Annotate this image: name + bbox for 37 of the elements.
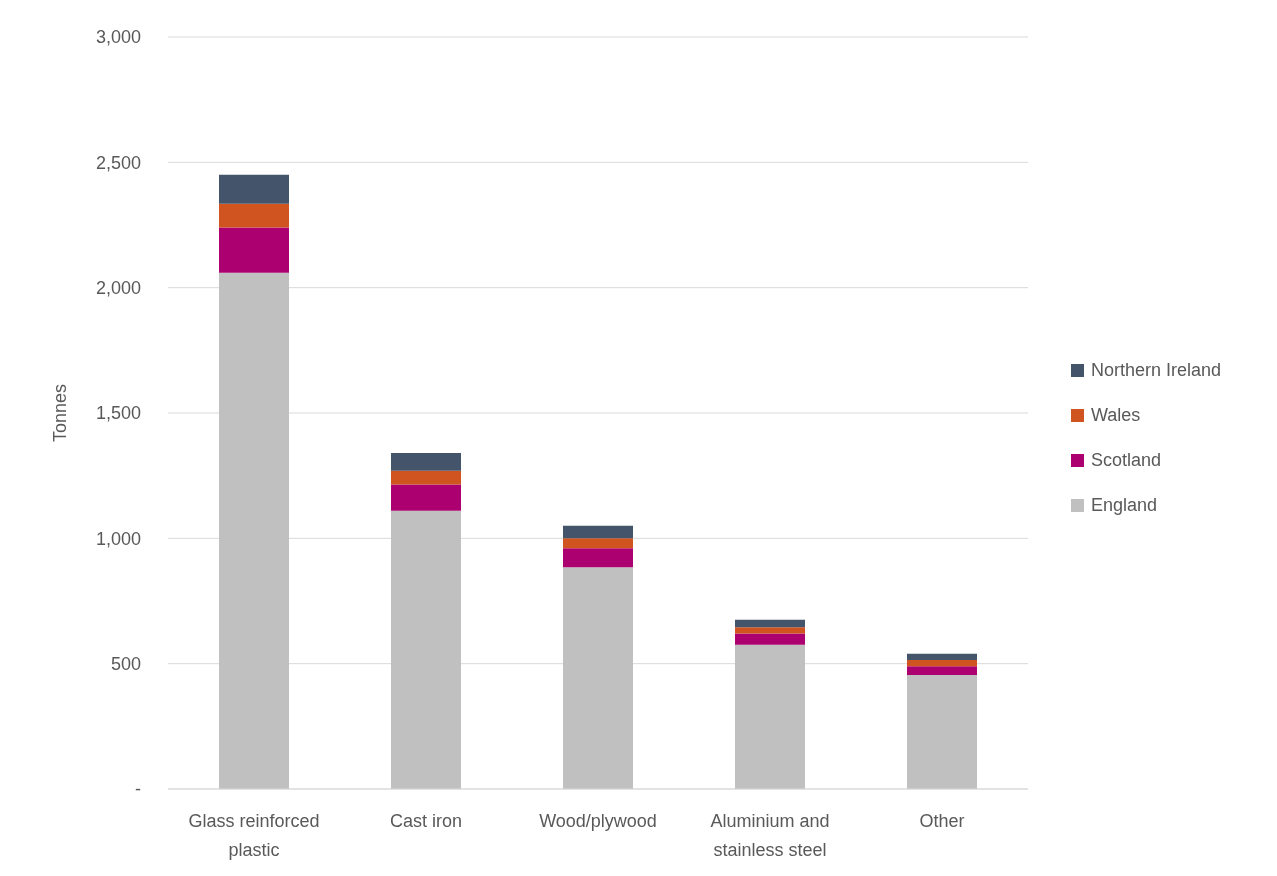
bar [563,538,633,549]
bar [907,659,977,667]
bar [907,674,977,789]
x-tick-label: Cast iron [389,811,463,831]
bar [391,470,461,485]
bar [219,174,289,204]
legend-label: England [1091,495,1158,516]
y-tick-label: 500 [110,654,141,675]
bar [219,227,289,273]
bar [907,666,977,675]
y-tick-label: 3,000 [95,27,141,48]
x-tick-label: Other [919,811,965,831]
bar [735,633,805,645]
y-tick-label: 2,500 [95,152,141,173]
bar [391,510,461,789]
bar [563,567,633,789]
y-tick-label: - [135,779,141,800]
bar [219,203,289,228]
bar [563,548,633,568]
bar [907,653,977,660]
legend-label: Scotland [1091,450,1162,471]
x-tick-label: Glass reinforced plastic [188,811,320,860]
y-axis-title: Tonnes [50,383,70,443]
y-tick-label: 1,000 [95,528,141,549]
legend-label: Wales [1091,405,1141,426]
bar [391,484,461,511]
bar [563,525,633,539]
x-tick-label: Aluminium and stainless steel [710,811,830,860]
bar [735,619,805,628]
x-tick-label: Wood/plywood [539,811,657,831]
y-tick-label: 1,500 [95,403,141,424]
bar [391,453,461,471]
bar [735,627,805,634]
bar [735,644,805,789]
y-tick-label: 2,000 [95,278,141,299]
legend-label: Northern Ireland [1091,360,1222,381]
bar [219,272,289,789]
